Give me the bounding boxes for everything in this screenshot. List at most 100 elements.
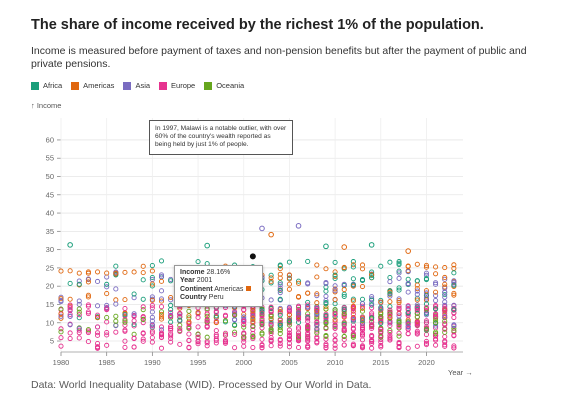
data-point [250,327,256,333]
data-point [433,306,439,312]
data-point [286,304,292,310]
data-point [423,305,430,311]
data-point [433,264,439,270]
data-point [76,281,82,287]
data-point [332,288,338,294]
data-point [405,289,411,295]
data-point [433,329,439,335]
data-point [405,331,411,337]
data-point [341,293,347,299]
data-point [387,293,393,299]
data-point [268,280,274,286]
data-point [332,319,338,325]
data-point [259,310,265,316]
data-point [113,313,119,319]
data-point [259,319,265,325]
data-point [414,261,420,267]
data-point [268,322,274,328]
y-tick-label: 50 [46,172,54,181]
data-point [350,325,356,331]
data-point [387,304,393,310]
data-point [451,290,457,296]
data-point [140,277,146,283]
data-point [76,309,82,315]
data-point [277,282,283,288]
data-point [451,262,457,268]
data-point [259,313,265,319]
data-point [295,310,302,316]
data-point [168,323,174,330]
data-point [332,310,338,317]
data-point [213,319,219,326]
data-point [113,329,119,335]
y-tick-label: 20 [46,282,54,291]
y-tick-label: 55 [46,154,54,163]
data-point [451,278,457,284]
legend-item-africa[interactable]: Africa [31,81,62,90]
data-point [232,329,238,335]
data-point [277,343,283,349]
data-point [76,335,82,341]
data-point [277,331,283,337]
data-point [332,283,338,289]
data-point [76,312,82,318]
data-point [204,317,210,323]
data-point [433,317,439,323]
data-point [369,302,375,308]
y-tick-label: 10 [46,318,54,327]
data-point [213,333,219,340]
legend-item-oceania[interactable]: Oceania [204,81,244,90]
data-point [442,342,448,348]
data-point [76,270,82,276]
data-point [369,272,375,278]
data-point [442,276,448,282]
data-point [259,343,265,349]
data-point [277,309,283,315]
data-point [433,323,439,329]
data-point [113,318,119,324]
data-point [305,330,311,336]
data-point [104,330,110,336]
data-point [67,280,73,286]
data-point [286,307,292,313]
data-point [67,313,73,319]
data-point [195,309,201,315]
data-point [387,291,393,297]
data-point [451,292,457,298]
data-point [350,303,356,309]
data-point [387,314,393,320]
data-point [250,330,256,336]
data-point [323,266,329,272]
data-point [58,313,64,319]
data-point [378,299,384,305]
data-point [122,318,128,324]
data-point [241,307,247,313]
data-point [149,335,155,341]
data-point [177,341,183,347]
data-point [149,309,155,315]
data-point [58,315,64,321]
outlier-point [368,242,375,248]
data-point [85,327,91,333]
data-point [378,314,384,320]
data-point [405,281,411,287]
data-point [277,280,283,286]
data-point [277,310,283,316]
data-point [396,324,402,330]
data-point [369,323,375,329]
data-point [76,301,82,307]
data-point [168,319,174,325]
data-point [76,327,82,333]
data-point [250,318,256,325]
data-point [451,307,457,313]
data-point [295,278,302,284]
data-point [158,330,165,336]
data-point [76,298,82,304]
data-point [241,324,247,330]
data-point [58,268,64,274]
data-point [387,329,393,335]
legend-item-americas[interactable]: Americas [71,81,114,90]
legend-item-asia[interactable]: Asia [123,81,150,90]
data-point [140,304,146,310]
legend-item-europe[interactable]: Europe [159,81,195,90]
